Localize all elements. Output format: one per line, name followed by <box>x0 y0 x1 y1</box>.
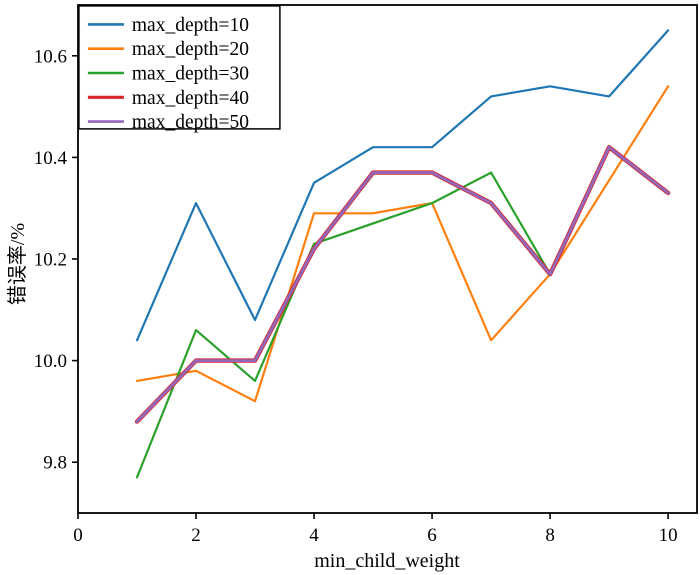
legend-label: max_depth=30 <box>132 64 249 85</box>
y-tick-label: 10.2 <box>34 250 67 271</box>
y-tick-label: 10.6 <box>34 46 67 67</box>
x-tick-label: 4 <box>309 525 319 546</box>
legend-label: max_depth=10 <box>132 15 249 36</box>
x-tick-label: 2 <box>191 525 201 546</box>
legend-label: max_depth=50 <box>132 112 249 133</box>
series-line-max_depth=50 <box>135 145 670 424</box>
y-tick-label: 9.8 <box>43 453 67 474</box>
x-axis-title: min_child_weight <box>314 550 460 572</box>
y-axis-title: 错误率/% <box>6 223 29 305</box>
legend-label: max_depth=20 <box>132 39 249 60</box>
plot-region: 0 2 4 6 8 10 9.8 10.0 10.2 10.4 10.6 max_depth=10ma… <box>34 4 698 546</box>
x-tick-label: 6 <box>427 525 437 546</box>
x-tick-label: 0 <box>73 525 83 546</box>
series-line-max_depth=10 <box>135 29 670 342</box>
y-tick-label: 10.0 <box>34 351 67 372</box>
y-tick-label: 10.4 <box>34 148 68 169</box>
series-line-max_depth=20 <box>135 85 670 403</box>
x-tick-label: 10 <box>659 525 678 546</box>
x-tick-label: 8 <box>545 525 555 546</box>
legend-label: max_depth=40 <box>132 88 249 109</box>
legend-box <box>78 5 281 130</box>
